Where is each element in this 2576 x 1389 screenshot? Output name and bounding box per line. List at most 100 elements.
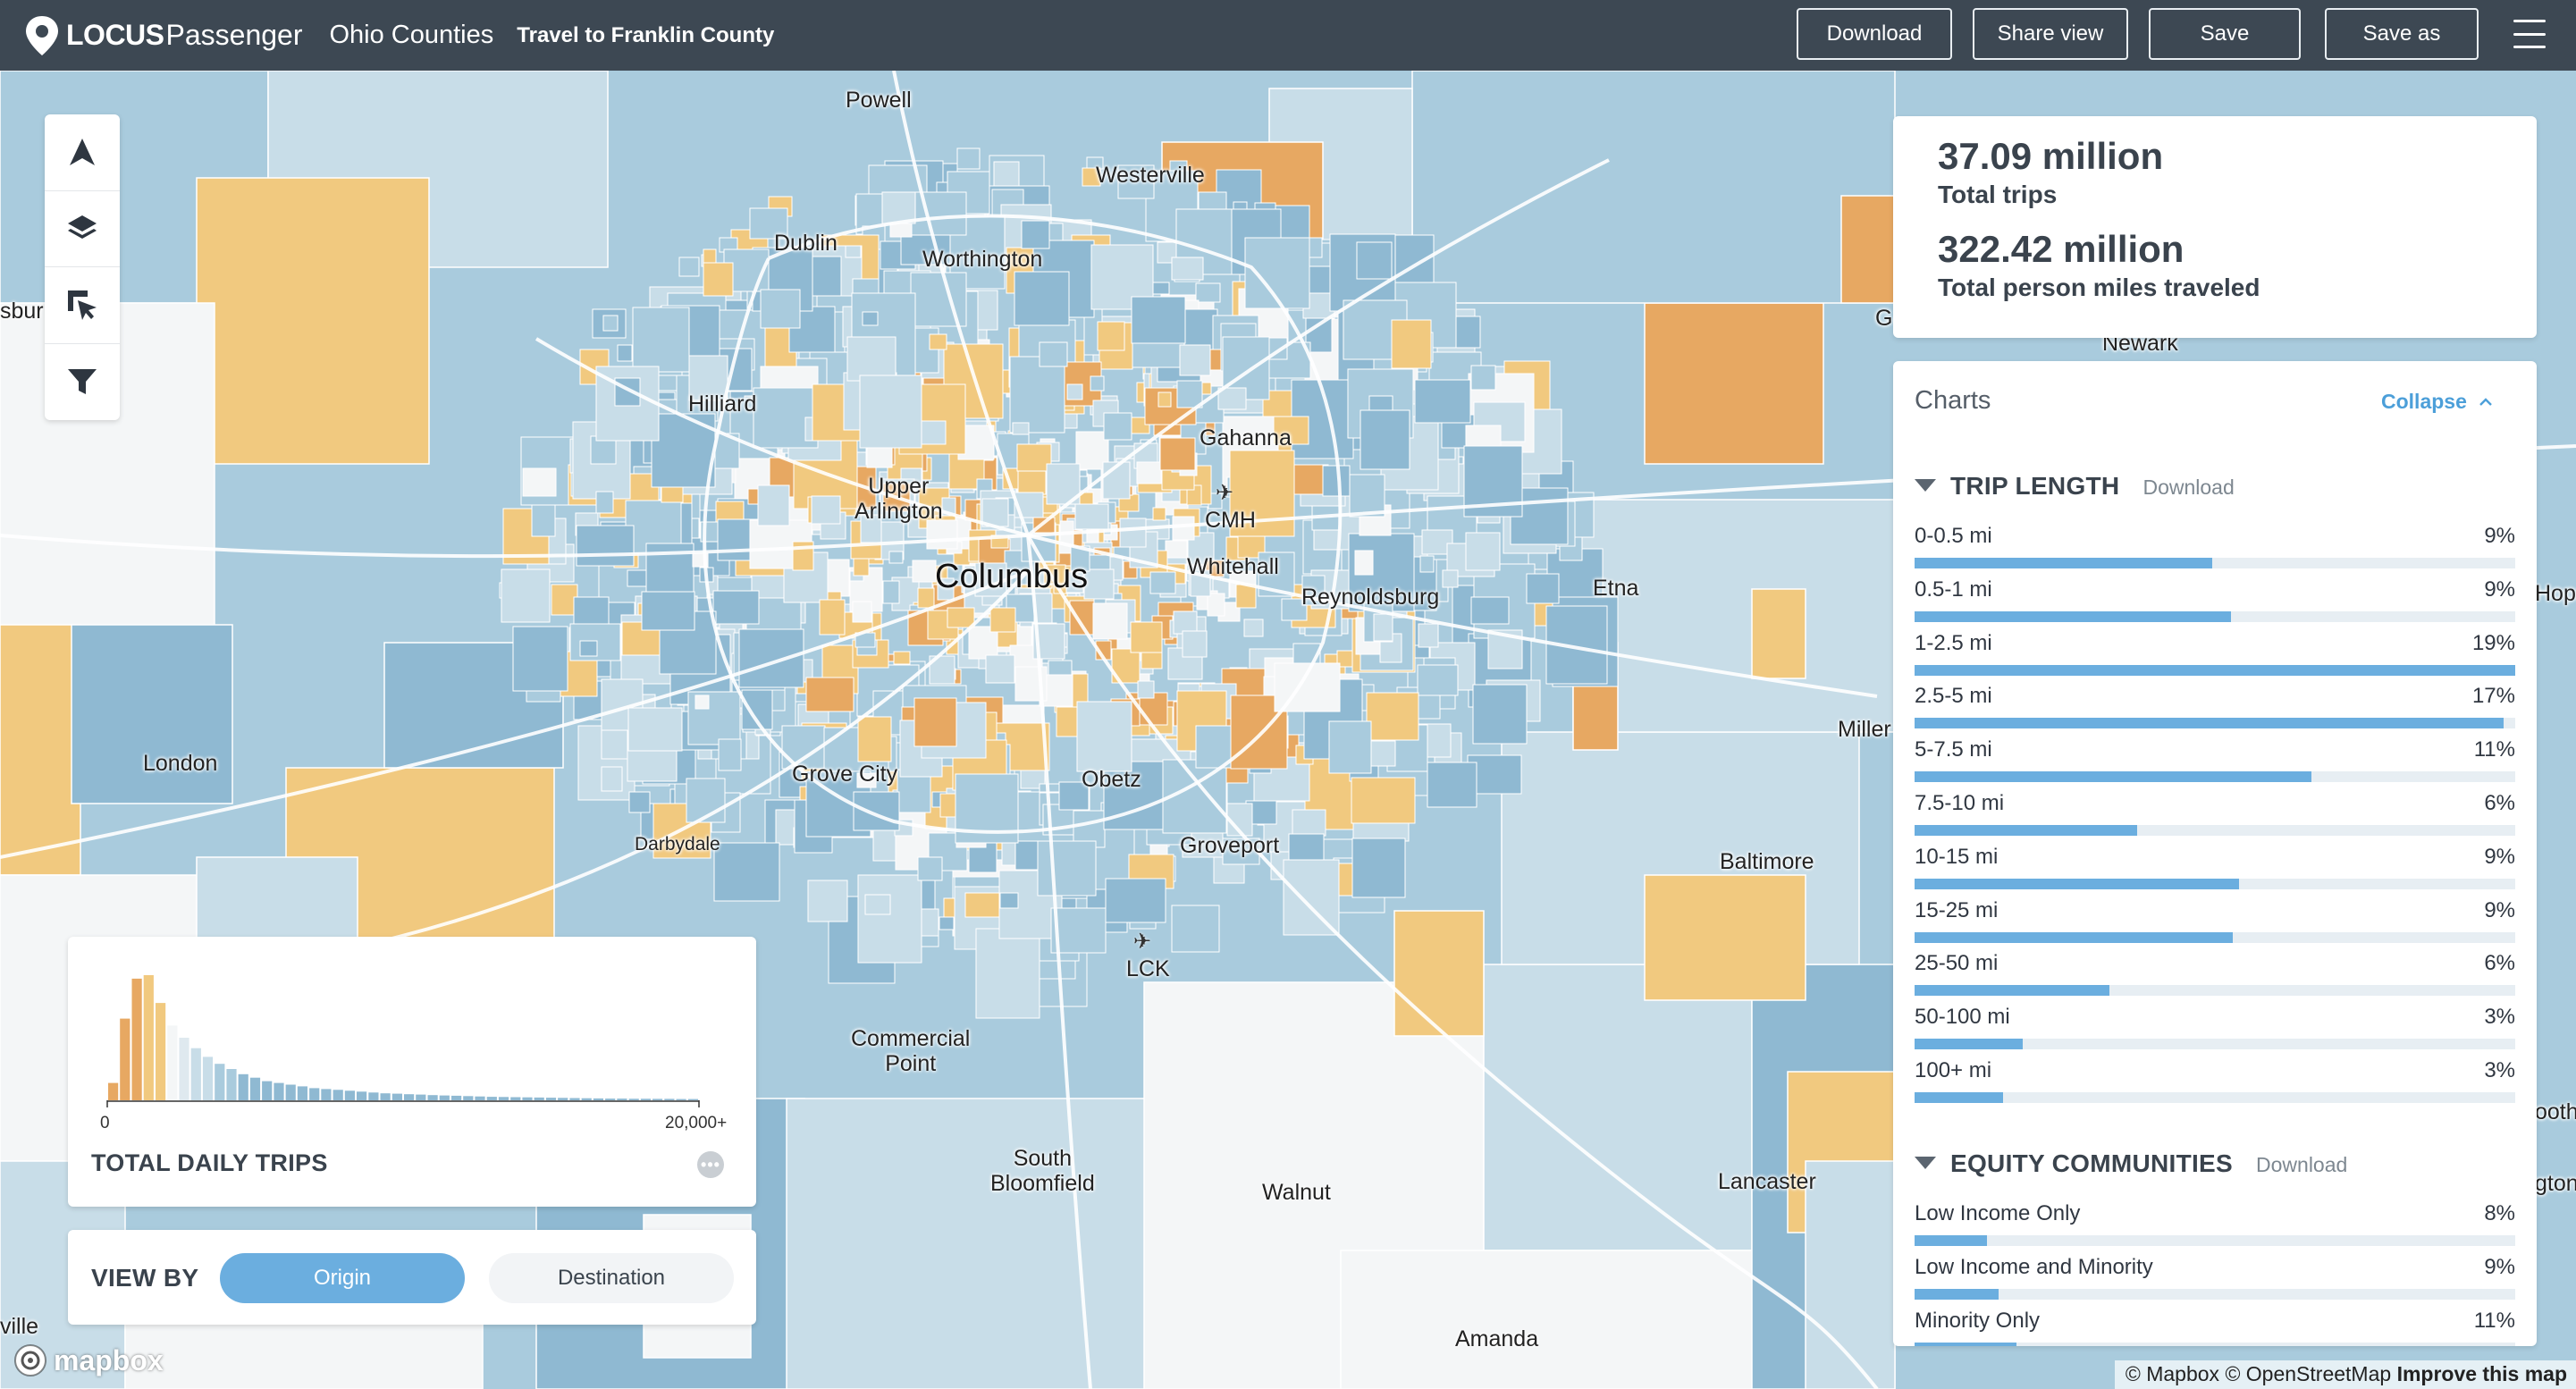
improve-map-link[interactable]: Improve this map [2396,1362,2567,1385]
select-tool[interactable] [45,267,120,344]
histogram-bar [463,1096,474,1100]
mapbox-attribution-link[interactable]: © Mapbox [2125,1362,2220,1385]
census-tract [1058,781,1090,811]
trip-length-row-percent: 19% [2471,630,2515,655]
trip-length-bar-fill [1915,825,2137,836]
airport-icon: ✈ [1133,930,1152,954]
census-tract [738,628,804,688]
census-tract [1322,465,1351,497]
location-pin-icon [26,15,58,55]
map-label-edge-sbur: sbur [0,299,44,324]
histogram-title: TOTAL DAILY TRIPS [91,1149,328,1176]
histogram-bar [143,975,154,1100]
census-tract [864,894,891,915]
navigate-tool[interactable] [45,114,120,191]
trip-length-bar-fill [1915,1092,2004,1103]
chevron-up-icon [2479,397,2492,406]
map-label-edge-ooth: ooth [2535,1099,2576,1124]
census-tract [1119,518,1147,548]
census-tract [1349,474,1385,518]
census-tract [522,467,557,497]
trip-length-row-label: 5-7.5 mi [1915,737,1992,762]
highway-line [0,444,2576,559]
equity-bar-track [1915,1235,2515,1246]
total-daily-trips-legend: 0 20,000+ TOTAL DAILY TRIPS ••• [68,937,756,1207]
filter-tool[interactable] [45,344,120,421]
census-tract [1056,706,1081,737]
census-tract [856,772,877,788]
census-tract [0,624,81,876]
hamburger-menu-icon[interactable] [2513,20,2546,48]
destination-toggle-button[interactable]: Destination [489,1253,734,1303]
save-button[interactable]: Save [2149,8,2301,60]
census-tract [1644,302,1824,465]
census-tract [999,892,1019,909]
census-tract [688,355,728,401]
collapse-button[interactable]: Collapse [2381,390,2494,414]
trip-length-download-link[interactable]: Download [2142,476,2235,499]
breadcrumb-ohio-counties[interactable]: Ohio Counties [329,21,494,49]
map-label-edge-gton: gton [2535,1171,2576,1196]
trip-length-row-label: 0.5-1 mi [1915,577,1992,602]
view-by-label: VIEW BY [91,1264,199,1292]
census-tract [1165,540,1188,559]
census-tract [1243,619,1264,637]
histogram-bar [439,1095,450,1100]
census-tract [757,484,790,526]
histogram-bar [522,1097,533,1100]
census-tract [1171,257,1204,281]
osm-attribution-link[interactable]: © OpenStreetMap [2225,1362,2392,1385]
map-label-amanda: Amanda [1455,1326,1539,1351]
histogram-bar [226,1069,237,1100]
census-tract [1089,554,1111,572]
census-tract [893,651,911,665]
census-tract [1351,777,1416,824]
histogram-bar [617,1099,627,1100]
trip-length-row-percent: 6% [2484,951,2515,976]
census-tract [1273,416,1309,445]
save-as-button[interactable]: Save as [2325,8,2479,60]
trip-length-row-label: 0-0.5 mi [1915,524,1992,548]
more-options-icon[interactable]: ••• [697,1151,724,1178]
histogram-bar [664,1099,675,1100]
census-tract [501,568,551,623]
census-tract [1356,241,1393,280]
census-tract [713,842,780,902]
census-tract [531,504,556,537]
equity-header[interactable]: EQUITY COMMUNITIES Download [1915,1149,2347,1178]
layers-tool[interactable] [45,191,120,267]
histogram-bar [190,1048,201,1100]
download-button[interactable]: Download [1797,8,1952,60]
histogram-bar [427,1095,438,1100]
trip-length-bar-fill [1915,878,2239,889]
histogram-bar [156,1003,166,1100]
census-tract [1373,613,1393,642]
map-label-westerville: Westerville [1096,163,1205,188]
top-bar: LOCUS Passenger Ohio Counties Travel to … [0,0,2576,71]
locus-logo[interactable]: LOCUS Passenger [23,14,302,57]
trip-length-row-percent: 9% [2484,577,2515,602]
census-tract [1097,321,1125,351]
map-attribution: © Mapbox © OpenStreetMap Improve this ma… [2114,1360,2576,1389]
census-tract [576,525,635,567]
trip-length-row-label: 100+ mi [1915,1058,1992,1082]
layers-icon [68,215,97,239]
equity-download-link[interactable]: Download [2256,1153,2348,1176]
census-tract [695,694,710,710]
trip-length-header[interactable]: TRIP LENGTH Download [1915,472,2235,501]
histogram-bar [498,1097,509,1100]
census-tract [1149,571,1176,594]
mapbox-logo[interactable]: mapbox [13,1343,164,1378]
trip-length-row-label: 7.5-10 mi [1915,791,2005,815]
census-tract [760,289,801,329]
histogram-bar [344,1090,355,1100]
census-tract [627,707,683,752]
map-label-baltimore: Baltimore [1720,849,1814,874]
census-tract [1130,621,1163,653]
map-label-gahanna: Gahanna [1200,425,1292,450]
census-tract [1103,412,1132,441]
origin-toggle-button[interactable]: Origin [220,1253,465,1303]
histogram-bar [475,1096,485,1100]
trip-length-bar-fill [1915,771,2311,783]
share-view-button[interactable]: Share view [1973,8,2128,60]
